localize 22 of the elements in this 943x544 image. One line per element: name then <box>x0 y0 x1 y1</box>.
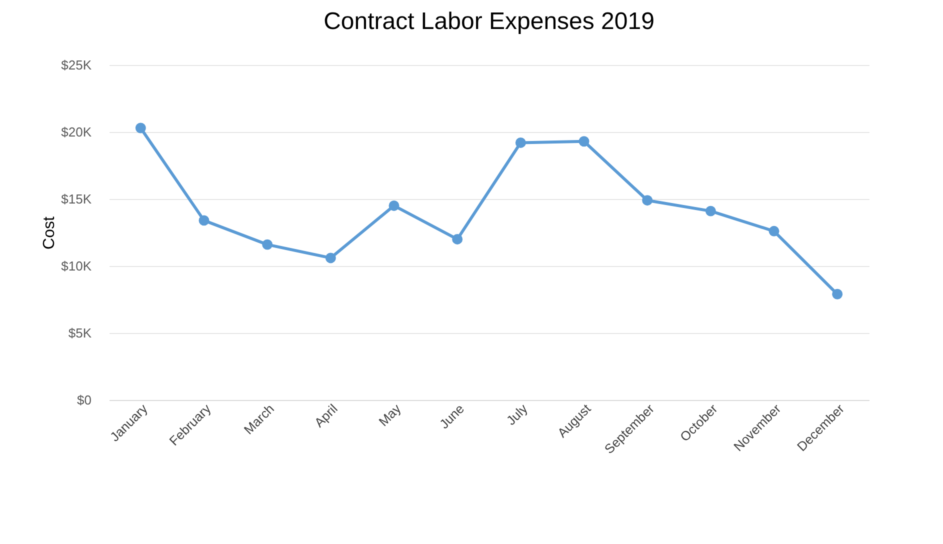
y-tick-label: $10K <box>61 258 92 274</box>
point <box>198 215 210 226</box>
point <box>578 136 590 147</box>
point <box>642 195 653 206</box>
point <box>135 122 146 134</box>
y-axis-title: Cost <box>41 216 58 250</box>
chart-title: Contract Labor Expenses 2019 <box>324 8 654 35</box>
x-tick-label: May <box>376 400 404 430</box>
y-tick-label: $15K <box>61 192 92 206</box>
y-tick-label: $5K <box>68 326 92 340</box>
x-tick-label: July <box>503 400 531 428</box>
point <box>452 234 463 244</box>
y-tick-label: $20K <box>61 124 92 140</box>
point <box>262 239 273 250</box>
point <box>388 200 400 211</box>
y-tick-label: $0 <box>77 392 92 408</box>
point <box>515 137 526 148</box>
point <box>768 226 780 236</box>
point <box>705 206 716 216</box>
point <box>325 252 336 264</box>
point <box>832 288 843 300</box>
y-tick-label: $25K <box>61 58 92 72</box>
